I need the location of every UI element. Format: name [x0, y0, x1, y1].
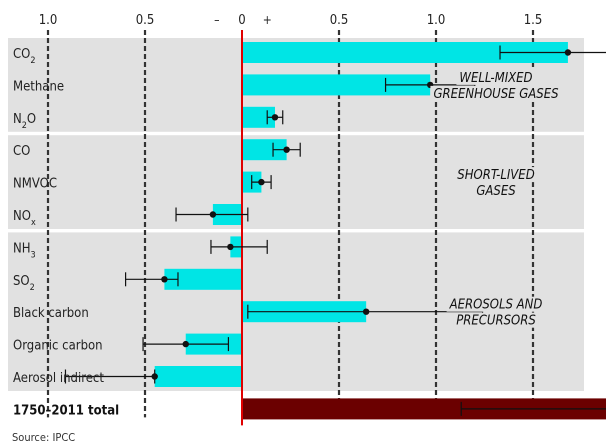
x-tick-label: 1.5 — [524, 13, 543, 28]
bar — [164, 268, 242, 290]
point-marker — [271, 114, 279, 121]
x-tick-label: 0 — [238, 13, 245, 28]
total-bar — [242, 398, 606, 420]
group-label: GREENHOUSE GASES — [433, 87, 559, 102]
row-label: CO — [13, 144, 30, 159]
x-tick-label: 0.5 — [330, 13, 349, 28]
group-label: SHORT-LIVED — [457, 168, 534, 183]
group-label-bg — [454, 167, 538, 183]
axis-sign-labels: – + — [214, 13, 272, 27]
x-tick-label: 0.5 — [136, 13, 155, 28]
group-label: WELL-MIXED — [459, 71, 532, 86]
row-label: NOx — [13, 209, 36, 228]
negative-sign: – — [214, 13, 219, 27]
source-note: Source: IPCC — [12, 431, 75, 444]
row-label: Aerosol indirect — [13, 371, 104, 386]
point-marker — [151, 373, 158, 380]
row-labels: CO2 Methane N2O CO NMVOC NOx NH3 SO2 Black carbo… — [13, 47, 119, 418]
row-label: NMVOC — [13, 177, 57, 192]
group-label-bg — [456, 69, 536, 85]
row-label: Black carbon — [13, 306, 89, 321]
error-bars — [64, 45, 606, 416]
point-marker — [564, 49, 572, 56]
x-tick-label: 1.0 — [39, 13, 58, 28]
point-marker — [209, 211, 217, 218]
row-label: Methane — [13, 79, 64, 94]
bars — [154, 42, 606, 420]
point-marker — [258, 178, 265, 186]
group-label: PRECURSORS — [456, 314, 536, 329]
group-label-bg — [473, 183, 519, 199]
group-label: AEROSOLS AND — [449, 298, 543, 313]
row-label: SO2 — [13, 274, 35, 293]
row-label: NH3 — [13, 241, 36, 260]
group-label: GASES — [476, 184, 516, 199]
group-label-bg — [446, 296, 546, 312]
x-tick-labels: 1.00.500.51.01.52.02.53.03.5 — [39, 13, 543, 28]
bar — [242, 139, 287, 161]
positive-sign: + — [263, 13, 272, 27]
row-label: CO2 — [13, 47, 36, 66]
x-tick-label: 1.0 — [427, 13, 446, 28]
row-label: N2O — [13, 112, 36, 131]
bar — [154, 366, 242, 387]
bar — [242, 74, 431, 96]
point-marker — [362, 308, 370, 315]
group-label-bg — [453, 312, 539, 328]
point-marker — [283, 146, 290, 153]
bar — [242, 42, 568, 63]
point-marker — [227, 243, 234, 251]
group-label-bg — [430, 85, 562, 101]
point-marker — [182, 340, 189, 348]
total-label: 1750–2011 total — [13, 403, 119, 418]
point-marker — [161, 276, 168, 283]
row-label: Organic carbon — [13, 339, 103, 354]
